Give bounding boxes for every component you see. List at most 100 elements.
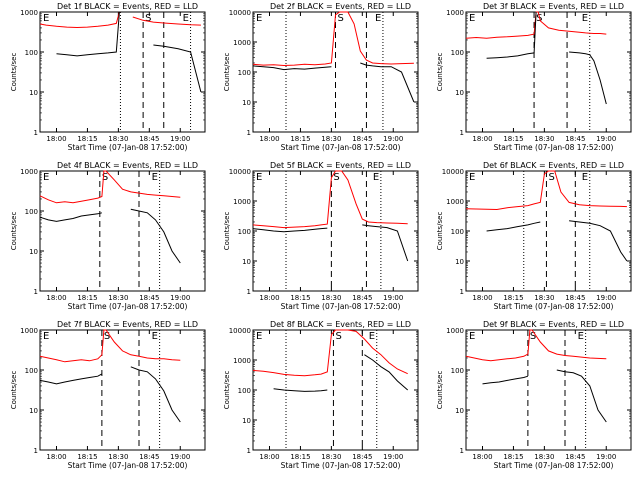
y-tick-label: 10000 bbox=[229, 327, 251, 335]
series-line-events bbox=[273, 354, 409, 392]
axes-frame bbox=[39, 170, 206, 292]
series-line-lld bbox=[252, 329, 408, 377]
y-tick-label: 100 bbox=[451, 49, 464, 57]
series-line-events bbox=[252, 62, 415, 103]
x-axis-label: Start Time (07-Jan-08 17:52:00) bbox=[281, 302, 401, 311]
chart-title: Det 8f BLACK = Events, RED = LLD bbox=[270, 320, 411, 329]
series-line-events bbox=[486, 220, 628, 262]
x-axis-label: Start Time (07-Jan-08 17:52:00) bbox=[68, 302, 188, 311]
x-tick-label: 18:45 bbox=[565, 294, 585, 302]
series-line-events bbox=[482, 369, 607, 423]
chart-title: Det 5f BLACK = Events, RED = LLD bbox=[270, 161, 411, 170]
y-tick-label: 100 bbox=[451, 228, 464, 236]
x-tick-label: 18:30 bbox=[534, 135, 554, 143]
x-tick-label: 18:00 bbox=[259, 453, 279, 461]
chart-panel-2: Det 2f BLACK = Events, RED = LLD 1 10 100 10… bbox=[223, 2, 419, 152]
marker-letter: E bbox=[375, 13, 381, 24]
x-axis-label: Start Time (07-Jan-08 17:52:00) bbox=[68, 143, 188, 152]
x-tick-label: 18:30 bbox=[108, 294, 128, 302]
series-line-events bbox=[486, 11, 607, 105]
series-line-lld bbox=[465, 11, 607, 39]
y-tick-label: 1 bbox=[247, 288, 251, 296]
marker-letter: E bbox=[256, 172, 262, 183]
x-tick-label: 18:00 bbox=[46, 135, 66, 143]
x-tick-label: 18:30 bbox=[321, 453, 341, 461]
x-tick-label: 18:00 bbox=[46, 453, 66, 461]
marker-letter: S bbox=[102, 172, 108, 183]
marker-letter: S bbox=[335, 331, 341, 342]
y-tick-label: 10 bbox=[455, 89, 464, 97]
x-tick-label: 19:00 bbox=[383, 294, 403, 302]
x-tick-label: 18:15 bbox=[290, 294, 310, 302]
chart-panel-9: Det 9f BLACK = Events, RED = LLD 1 10 100 10… bbox=[436, 320, 632, 470]
series-line-lld bbox=[252, 11, 414, 67]
y-tick-label: 10 bbox=[29, 248, 38, 256]
marker-letter: E bbox=[256, 331, 262, 342]
series-line-lld bbox=[39, 329, 181, 363]
chart-title: Det 2f BLACK = Events, RED = LLD bbox=[270, 2, 411, 11]
y-tick-label: 1000 bbox=[233, 39, 251, 47]
y-tick-label: 10 bbox=[242, 258, 251, 266]
marker-letter: E bbox=[43, 172, 49, 183]
x-tick-label: 19:00 bbox=[596, 294, 616, 302]
marker-letter: E bbox=[152, 331, 158, 342]
axes-frame bbox=[465, 329, 632, 451]
marker-letter: S bbox=[338, 13, 344, 24]
x-axis-label: Start Time (07-Jan-08 17:52:00) bbox=[68, 461, 188, 470]
y-axis-label: Counts/sec bbox=[223, 371, 231, 410]
y-axis-label: Counts/sec bbox=[10, 212, 18, 251]
chart-panel-6: Det 6f BLACK = Events, RED = LLD 1 10 100 10… bbox=[436, 161, 632, 311]
y-tick-label: 10 bbox=[455, 258, 464, 266]
y-tick-label: 1 bbox=[460, 288, 464, 296]
x-tick-label: 19:00 bbox=[596, 135, 616, 143]
axes-frame bbox=[39, 11, 206, 133]
y-axis-label: Counts/sec bbox=[10, 53, 18, 92]
y-tick-label: 1000 bbox=[446, 198, 464, 206]
x-tick-label: 18:45 bbox=[139, 453, 159, 461]
y-tick-label: 1000 bbox=[20, 9, 38, 17]
x-axis-label: Start Time (07-Jan-08 17:52:00) bbox=[494, 461, 614, 470]
chart-panel-4: Det 4f BLACK = Events, RED = LLD 1 10 100 10… bbox=[10, 161, 206, 311]
y-tick-label: 100 bbox=[25, 367, 38, 375]
y-tick-label: 1 bbox=[34, 288, 38, 296]
y-tick-label: 1 bbox=[247, 129, 251, 137]
x-tick-label: 18:00 bbox=[259, 294, 279, 302]
series-line-lld bbox=[39, 170, 181, 204]
x-tick-label: 18:15 bbox=[503, 135, 523, 143]
y-axis-label: Counts/sec bbox=[10, 371, 18, 410]
y-tick-label: 1 bbox=[34, 447, 38, 455]
y-tick-label: 1000 bbox=[233, 357, 251, 365]
x-tick-label: 18:00 bbox=[472, 135, 492, 143]
series-line-lld bbox=[465, 329, 607, 362]
x-tick-label: 18:15 bbox=[290, 135, 310, 143]
chart-title: Det 9f BLACK = Events, RED = LLD bbox=[483, 320, 624, 329]
marker-letter: E bbox=[43, 331, 49, 342]
y-tick-label: 1 bbox=[247, 447, 251, 455]
marker-letter: E bbox=[43, 13, 49, 24]
x-tick-label: 18:15 bbox=[77, 294, 97, 302]
y-tick-label: 10 bbox=[242, 99, 251, 107]
series-line-lld bbox=[465, 170, 627, 211]
y-axis-label: Counts/sec bbox=[223, 53, 231, 92]
y-tick-label: 1 bbox=[460, 447, 464, 455]
x-axis-label: Start Time (07-Jan-08 17:52:00) bbox=[494, 143, 614, 152]
y-tick-label: 1000 bbox=[446, 9, 464, 17]
x-tick-label: 19:00 bbox=[170, 294, 190, 302]
x-tick-label: 18:45 bbox=[352, 294, 372, 302]
x-tick-label: 19:00 bbox=[596, 453, 616, 461]
marker-letter: E bbox=[582, 13, 588, 24]
marker-letter: E bbox=[183, 13, 189, 24]
x-tick-label: 19:00 bbox=[170, 135, 190, 143]
y-axis-label: Counts/sec bbox=[436, 212, 444, 251]
y-tick-label: 10 bbox=[242, 417, 251, 425]
y-axis-label: Counts/sec bbox=[436, 53, 444, 92]
series-line-lld bbox=[39, 11, 201, 29]
chart-panel-7: Det 7f BLACK = Events, RED = LLD 1 10 100 10… bbox=[10, 320, 206, 470]
y-tick-label: 100 bbox=[451, 367, 464, 375]
chart-title: Det 6f BLACK = Events, RED = LLD bbox=[483, 161, 624, 170]
marker-letter: E bbox=[152, 172, 158, 183]
x-tick-label: 18:45 bbox=[565, 135, 585, 143]
y-tick-label: 100 bbox=[25, 208, 38, 216]
y-tick-label: 1 bbox=[34, 129, 38, 137]
